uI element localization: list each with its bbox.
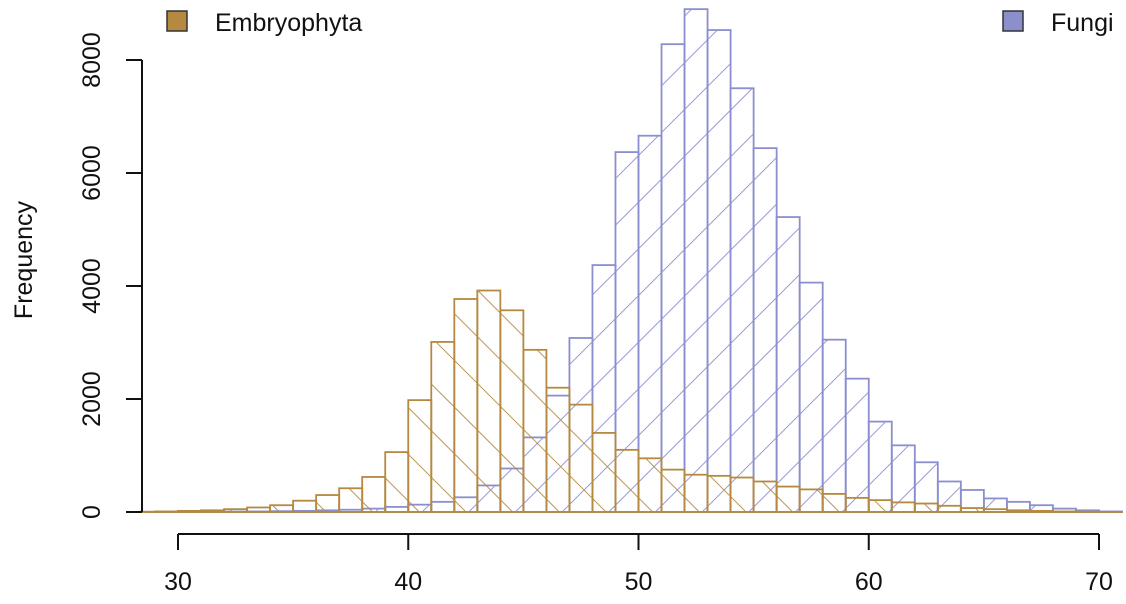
series-embryophyta <box>139 289 1123 513</box>
bar-fungi-59 <box>844 377 870 513</box>
bar-embryophyta-47 <box>568 403 594 513</box>
bar-embryophyta-65 <box>982 508 1008 513</box>
bar-fungi-53 <box>706 29 732 513</box>
bar-embryophyta-53 <box>706 474 732 513</box>
bar-embryophyta-55 <box>752 480 778 513</box>
y-tick-label: 6000 <box>78 145 106 201</box>
bar-embryophyta-64 <box>959 507 985 513</box>
y-tick-label: 0 <box>78 505 106 519</box>
bar-embryophyta-31 <box>200 509 225 513</box>
bar-embryophyta-63 <box>936 504 962 513</box>
bar-embryophyta-51 <box>660 468 686 513</box>
bar-embryophyta-52 <box>683 473 709 513</box>
x-tick-label: 50 <box>625 568 653 596</box>
bar-embryophyta-35 <box>292 499 318 513</box>
bar-embryophyta-29 <box>154 510 179 513</box>
bar-embryophyta-42 <box>453 298 479 513</box>
bar-embryophyta-44 <box>499 309 525 513</box>
bar-embryophyta-68 <box>1052 510 1077 513</box>
x-tick-label: 30 <box>164 568 192 596</box>
legend-label-embryophyta: Embryophyta <box>215 9 362 37</box>
bar-fungi-52 <box>683 8 709 513</box>
bar-embryophyta-48 <box>591 431 617 513</box>
legend-swatch-fungi <box>1002 10 1024 32</box>
bar-embryophyta-58 <box>821 493 847 513</box>
bar-embryophyta-50 <box>637 457 663 513</box>
bar-embryophyta-62 <box>913 502 939 513</box>
bar-embryophyta-60 <box>867 499 893 513</box>
legend-swatch-embryophyta <box>166 10 188 32</box>
bar-embryophyta-39 <box>384 451 410 513</box>
bar-fungi-54 <box>729 87 755 513</box>
bar-embryophyta-46 <box>545 386 571 513</box>
bar-embryophyta-41 <box>430 341 456 513</box>
legend-label-fungi: Fungi <box>1051 9 1114 37</box>
bar-embryophyta-61 <box>890 501 916 513</box>
bar-embryophyta-45 <box>522 348 548 513</box>
bar-embryophyta-30 <box>177 509 202 513</box>
x-tick-label: 60 <box>855 568 883 596</box>
x-tick-label: 70 <box>1085 568 1113 596</box>
bar-embryophyta-57 <box>798 488 824 513</box>
bar-embryophyta-59 <box>844 496 870 513</box>
bar-fungi-51 <box>660 43 686 513</box>
bar-fungi-58 <box>821 338 847 513</box>
bar-fungi-55 <box>752 147 778 513</box>
y-tick-label: 8000 <box>78 32 106 88</box>
bar-embryophyta-32 <box>223 508 248 513</box>
bar-embryophyta-33 <box>246 506 271 513</box>
bar-embryophyta-40 <box>407 399 433 513</box>
bar-embryophyta-43 <box>476 289 502 513</box>
x-tick-label: 40 <box>394 568 422 596</box>
bar-fungi-60 <box>867 420 893 513</box>
bar-fungi-50 <box>637 134 663 513</box>
bar-fungi-56 <box>775 216 801 513</box>
bar-fungi-57 <box>798 281 824 513</box>
series-fungi <box>139 8 1123 513</box>
bar-embryophyta-54 <box>729 476 755 513</box>
bar-embryophyta-37 <box>338 487 364 513</box>
y-axis-label: Frequency <box>10 200 38 319</box>
bar-embryophyta-38 <box>361 476 387 513</box>
bar-embryophyta-67 <box>1029 509 1054 513</box>
bar-embryophyta-36 <box>315 494 341 513</box>
y-tick-label: 4000 <box>78 258 106 314</box>
bar-embryophyta-49 <box>614 448 640 513</box>
bar-embryophyta-56 <box>775 485 801 513</box>
y-tick-label: 2000 <box>78 371 106 427</box>
bar-embryophyta-66 <box>1006 509 1031 513</box>
axes: 30 40 50 60 70 0 2000 4000 6000 8000 <box>78 32 1113 596</box>
bar-embryophyta-34 <box>269 504 295 513</box>
legend: Embryophyta Fungi <box>166 9 1114 37</box>
